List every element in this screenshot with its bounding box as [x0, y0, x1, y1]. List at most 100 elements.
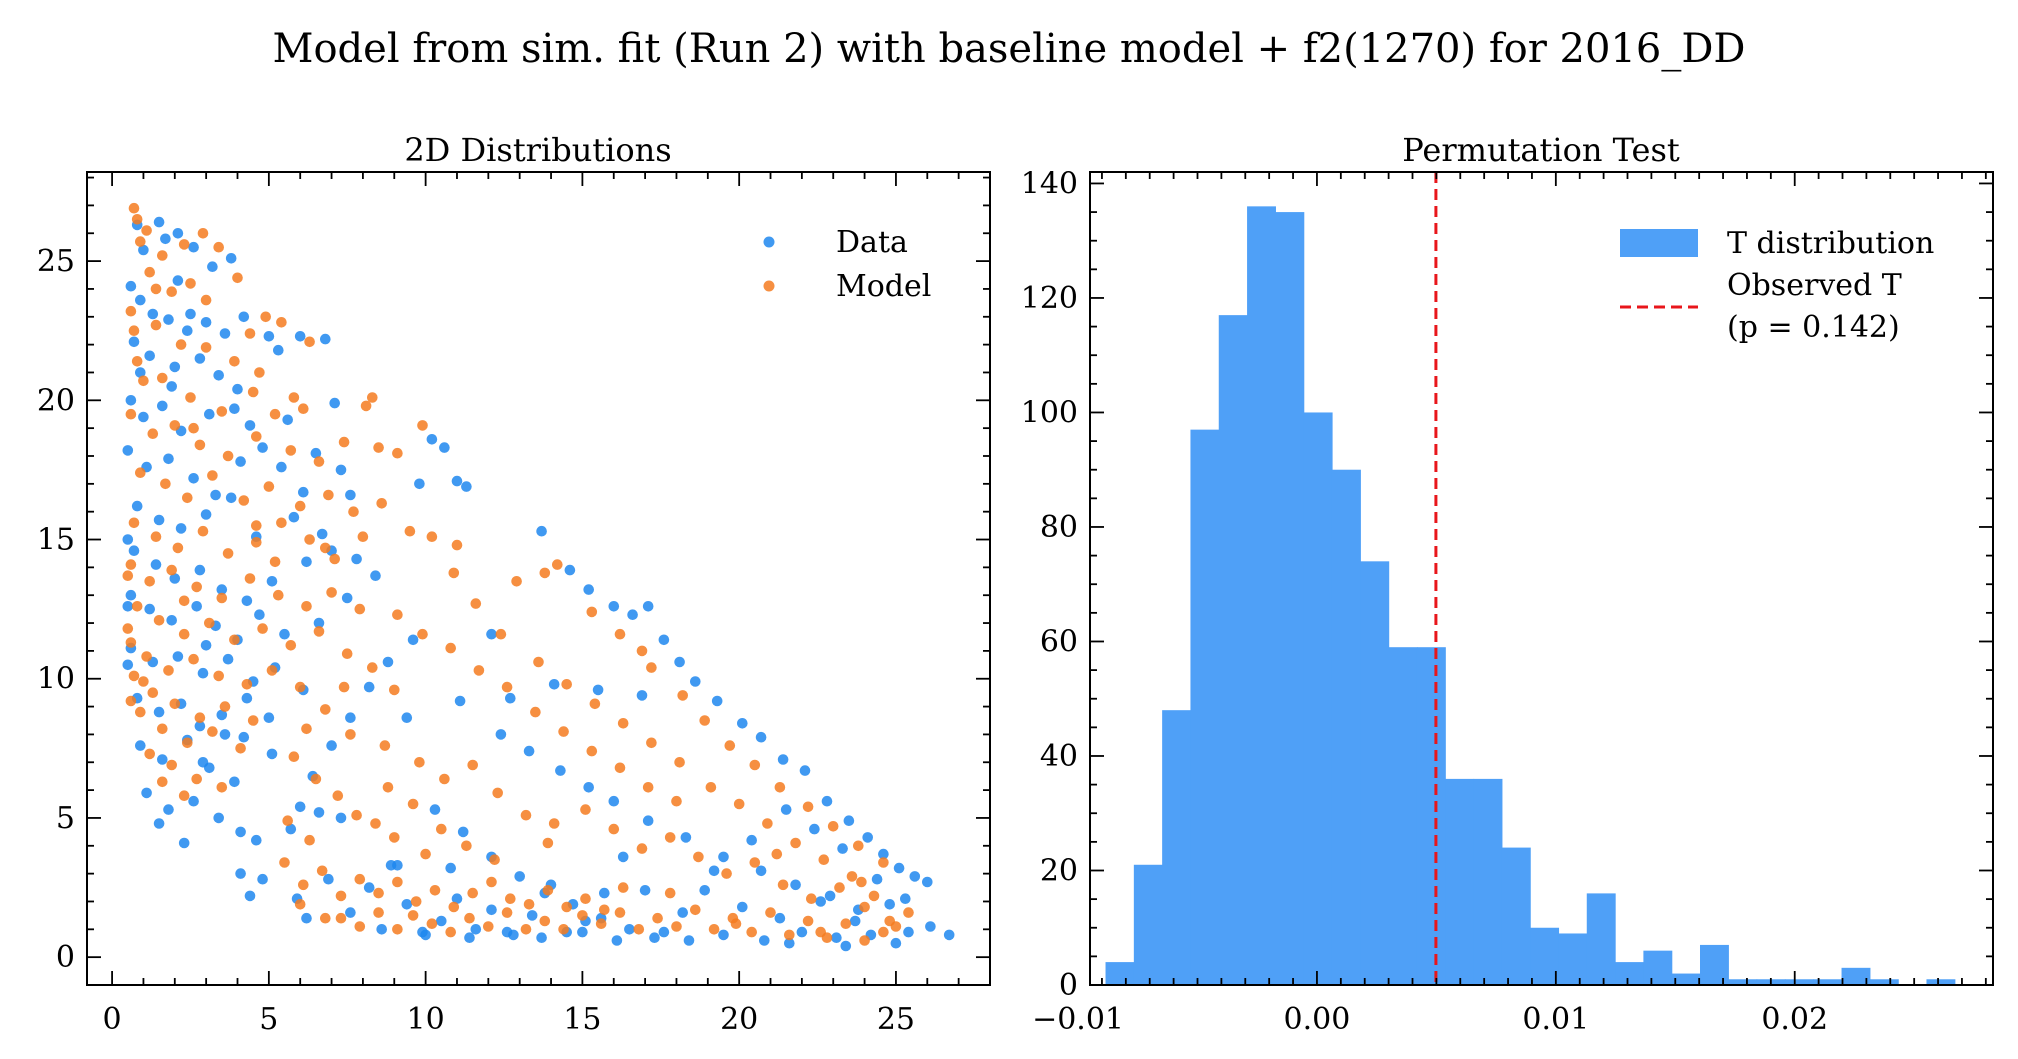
model-point [301, 601, 312, 612]
data-point [843, 815, 855, 826]
data-point [363, 882, 375, 893]
model-point [473, 665, 485, 676]
data-point [382, 656, 394, 668]
model-point [417, 420, 428, 431]
data-point [232, 383, 243, 395]
model-point [486, 876, 497, 888]
model-point [204, 617, 215, 629]
model-point [163, 665, 174, 676]
model-point [530, 706, 541, 718]
data-point [135, 294, 146, 306]
model-point [219, 701, 231, 712]
data-point [909, 871, 921, 882]
data-point [276, 461, 287, 473]
data-point [824, 890, 836, 902]
data-point [884, 899, 895, 910]
data-point [254, 609, 265, 620]
model-point [853, 840, 864, 852]
model-point [279, 857, 290, 868]
model-point [558, 924, 569, 935]
model-point [244, 328, 256, 339]
model-point [802, 915, 814, 927]
data-point [166, 381, 177, 392]
model-point [172, 542, 184, 554]
model-point [708, 924, 720, 935]
data-point [250, 834, 262, 846]
y-tick-label: 40 [1040, 739, 1078, 774]
model-point [664, 832, 676, 843]
data-point [301, 912, 312, 924]
model-point [765, 907, 776, 918]
model-point [846, 871, 858, 882]
scatter-points [122, 202, 955, 952]
legend-t-distribution-swatch [1620, 229, 1698, 257]
model-point [492, 787, 504, 799]
model-point [125, 559, 137, 570]
data-point [273, 344, 284, 356]
model-point [360, 400, 372, 412]
model-point [730, 918, 742, 929]
data-point [135, 367, 146, 378]
data-point [335, 812, 347, 824]
data-point [244, 890, 256, 902]
model-point [125, 637, 137, 648]
y-tick-label: 100 [1021, 395, 1078, 430]
histogram-axis-ticks: −0.01 0.00 0.01 0.02 0 20 40 60 80 100 120 140 [1021, 166, 1993, 1037]
model-point [182, 737, 193, 749]
model-point [520, 809, 532, 821]
histogram-bar [1190, 429, 1220, 985]
model-point [157, 372, 168, 384]
data-point [849, 915, 861, 927]
model-point [373, 907, 384, 918]
model-point [489, 854, 500, 865]
model-point [495, 628, 507, 640]
data-point [219, 729, 231, 740]
model-point [367, 392, 378, 403]
data-point [784, 937, 795, 949]
data-point [169, 573, 181, 584]
histogram-bar [1615, 962, 1644, 985]
model-point [266, 665, 278, 676]
model-point [128, 202, 140, 214]
model-point [542, 837, 554, 849]
model-point [338, 681, 350, 693]
data-point [690, 676, 701, 687]
model-point [232, 272, 243, 284]
model-point [539, 567, 551, 579]
data-point [642, 815, 654, 826]
histogram-bars [1105, 206, 1956, 986]
data-point [831, 932, 842, 943]
data-point [658, 634, 670, 646]
model-point [298, 403, 309, 415]
model-point [674, 757, 685, 768]
model-point [548, 818, 560, 829]
data-point [674, 656, 685, 668]
scatter-frame [86, 171, 991, 986]
data-point [486, 628, 497, 640]
data-point [548, 679, 560, 690]
data-point [592, 684, 604, 696]
model-point [135, 467, 146, 479]
model-point [354, 603, 366, 615]
data-point [200, 509, 212, 520]
data-point [351, 553, 362, 565]
data-point [611, 935, 623, 946]
model-point [724, 740, 736, 751]
model-point [417, 628, 428, 640]
data-point [147, 308, 159, 320]
model-point [128, 325, 140, 337]
data-point [708, 865, 720, 877]
data-point [486, 904, 497, 916]
model-point [257, 623, 268, 634]
model-point [250, 520, 262, 531]
data-point [436, 915, 447, 927]
model-point [153, 615, 165, 626]
legend-p-value-label: (p = 0.142) [1727, 310, 1900, 345]
x-tick-label: 5 [259, 1002, 278, 1037]
model-point [326, 587, 337, 598]
model-point [614, 628, 626, 640]
y-tick-label: 0 [56, 940, 75, 975]
model-point [470, 598, 482, 609]
data-point [777, 754, 789, 765]
data-point [677, 907, 688, 918]
